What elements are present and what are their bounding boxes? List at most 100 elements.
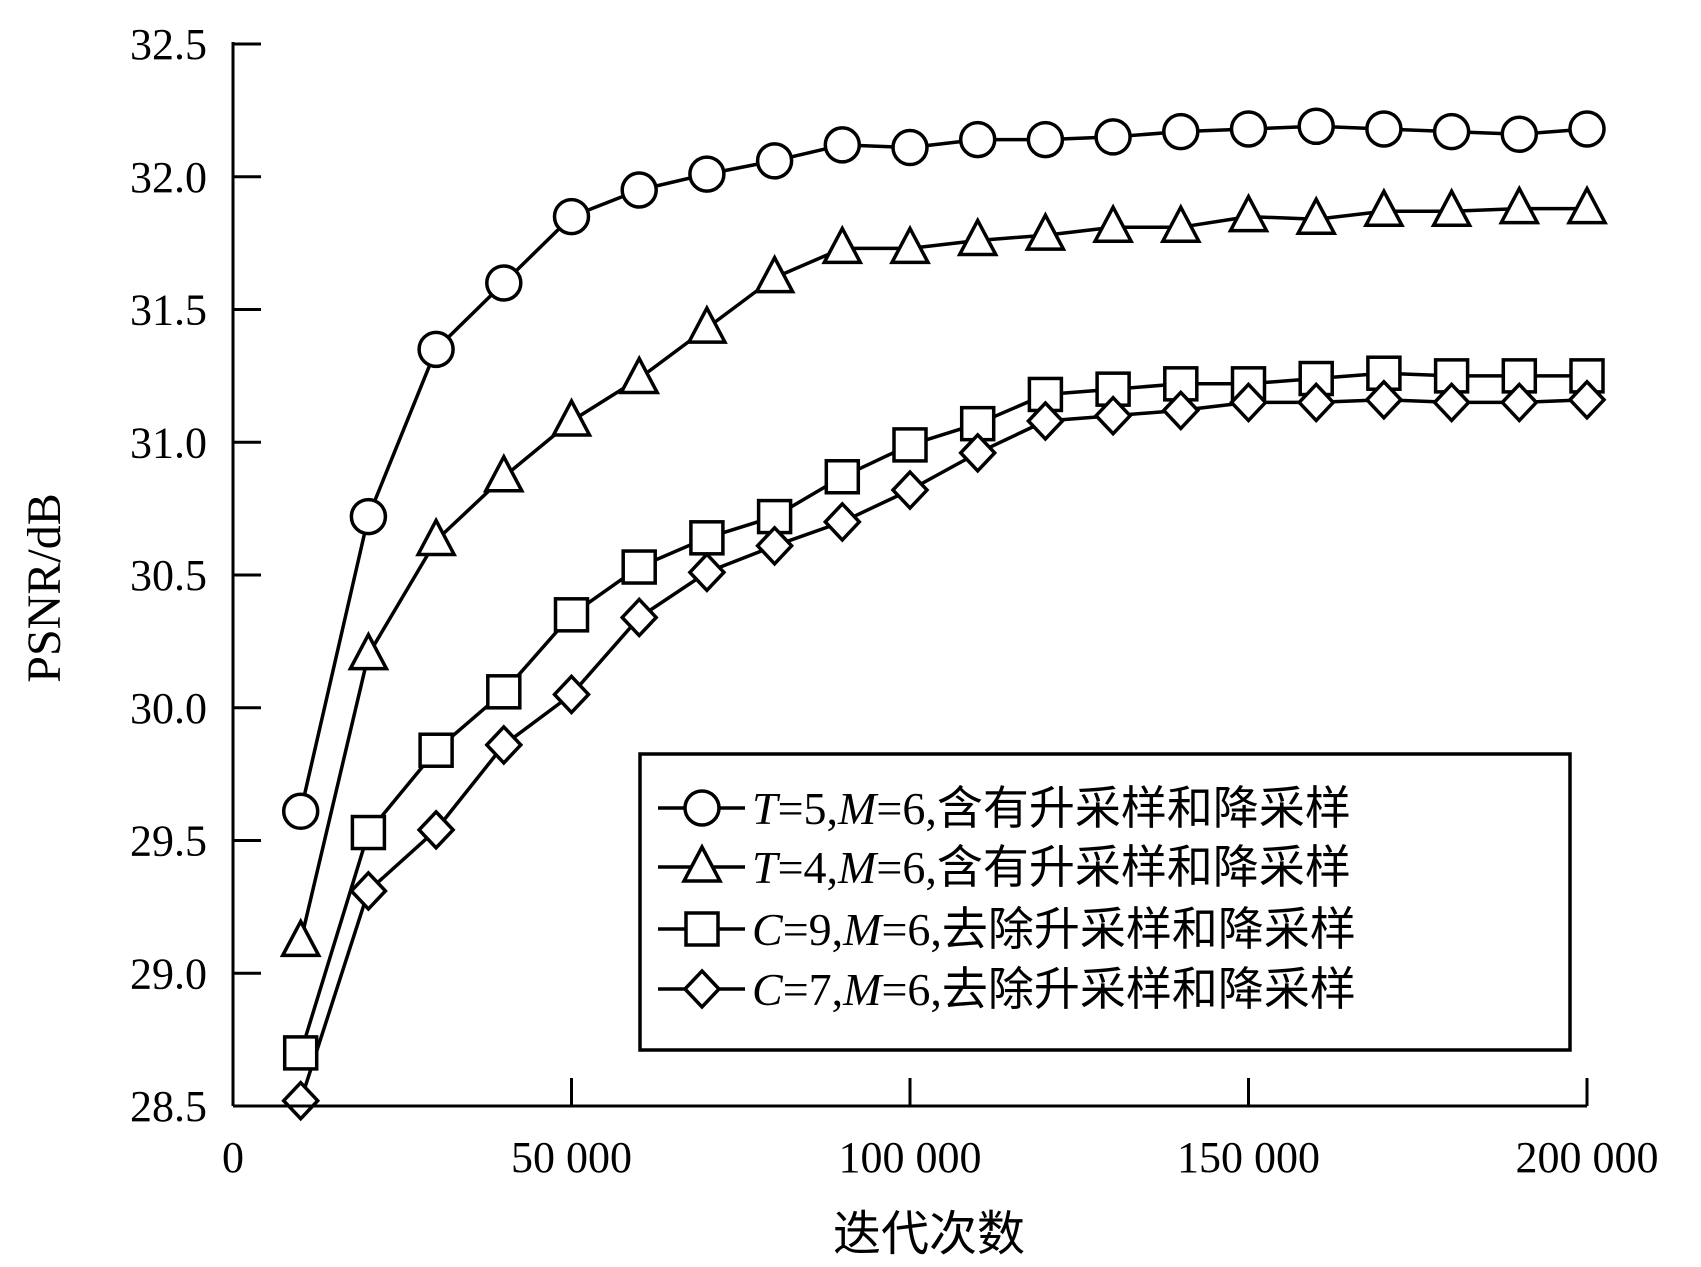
y-tick-label: 28.5 — [130, 1082, 207, 1131]
data-point-diamond — [755, 525, 795, 567]
data-point-diamond — [1499, 381, 1539, 423]
axes: 28.5 29.0 29.5 30.0 30.5 31.0 31.5 32.0 32.5 0 50 … — [130, 20, 1659, 1182]
y-tick-label: 31.0 — [130, 418, 207, 467]
data-point-diamond — [281, 1080, 321, 1122]
series-markers — [279, 107, 1608, 1122]
data-point-square — [282, 1035, 319, 1071]
data-point-circle — [1297, 107, 1335, 146]
data-point-triangle — [821, 224, 864, 265]
data-point-circle — [281, 792, 320, 831]
data-point-triangle — [1362, 187, 1405, 228]
data-point-triangle — [1430, 187, 1473, 228]
data-point-circle — [1568, 110, 1606, 148]
data-point-circle — [891, 128, 929, 167]
legend-label: C=7,M=6,去除升采样和降采样 — [752, 964, 1356, 1015]
y-tick-label: 29.0 — [130, 949, 207, 998]
data-point-triangle — [1092, 203, 1135, 243]
data-point-diamond — [1296, 381, 1336, 423]
data-point-diamond — [1161, 389, 1201, 431]
y-tick-label: 29.5 — [130, 817, 207, 866]
data-point-circle — [823, 126, 862, 164]
data-point-triangle — [482, 453, 525, 493]
data-point-diamond — [552, 673, 591, 716]
y-tick-label: 31.5 — [130, 286, 207, 335]
x-axis-title: 迭代次数 — [833, 1208, 1025, 1261]
legend-marker-diamond — [682, 968, 722, 1010]
data-point-circle — [1162, 112, 1200, 151]
data-point-square — [418, 732, 454, 768]
legend-box — [638, 752, 1572, 1052]
data-point-diamond — [958, 432, 998, 474]
data-point-triangle — [685, 304, 728, 344]
x-tick-label: 50 000 — [511, 1133, 632, 1182]
data-point-circle — [688, 155, 726, 193]
data-point-circle — [1365, 110, 1403, 148]
data-point-circle — [755, 142, 794, 180]
data-point-diamond — [1432, 381, 1472, 423]
data-point-triangle — [550, 397, 593, 437]
data-point-square — [553, 597, 590, 633]
y-tick-label: 32.5 — [130, 20, 207, 69]
data-point-triangle — [753, 253, 796, 294]
data-point-diamond — [619, 596, 659, 639]
data-point-circle — [958, 120, 997, 159]
data-point-triangle — [347, 630, 390, 671]
legend-label: T=5,M=6,含有升采样和降采样 — [752, 783, 1351, 834]
data-point-square — [621, 549, 657, 585]
data-point-diamond — [1567, 379, 1607, 421]
y-tick-label: 30.0 — [130, 684, 207, 733]
data-point-diamond — [348, 870, 388, 912]
data-point-square — [689, 520, 725, 556]
data-point-triangle — [618, 354, 661, 395]
data-point-diamond — [822, 501, 862, 543]
x-tick-label: 100 000 — [839, 1133, 982, 1182]
data-point-triangle — [1227, 192, 1270, 233]
legend-item: T=4,M=6,含有升采样和降采样 — [658, 842, 1351, 893]
data-point-triangle — [1159, 203, 1202, 243]
data-point-triangle — [956, 216, 999, 257]
data-point-circle — [1432, 112, 1471, 151]
data-point-square — [486, 674, 522, 710]
legend-label: T=4,M=6,含有升采样和降采样 — [752, 842, 1351, 893]
x-tick-label: 0 — [222, 1133, 244, 1182]
data-point-triangle — [279, 917, 322, 958]
data-point-triangle — [1498, 184, 1541, 225]
legend-item: C=9,M=6,去除升采样和降采样 — [658, 904, 1356, 955]
data-point-circle — [1026, 120, 1065, 159]
data-point-diamond — [890, 469, 930, 511]
legend-item: T=5,M=6,含有升采样和降采样 — [658, 783, 1351, 834]
data-point-circle — [417, 330, 455, 369]
data-point-square — [892, 427, 928, 463]
y-tick-label: 32.0 — [130, 153, 207, 202]
data-point-triangle — [889, 224, 931, 265]
data-point-circle — [1094, 118, 1132, 156]
data-point-circle — [620, 171, 658, 209]
legend: T=5,M=6,含有升采样和降采样 T=4,M=6,含有升采样和降采样 C=9,M=… — [638, 752, 1572, 1052]
data-point-triangle — [415, 516, 458, 557]
legend-marker-triangle — [681, 843, 723, 883]
legend-label: C=9,M=6,去除升采样和降采样 — [752, 904, 1356, 955]
y-axis-title: PSNR/dB — [18, 493, 71, 682]
legend-item: C=7,M=6,去除升采样和降采样 — [658, 964, 1356, 1015]
legend-marker-circle — [683, 789, 721, 827]
legend-marker-square — [684, 911, 720, 947]
x-tick-label: 200 000 — [1516, 1133, 1659, 1182]
data-point-circle — [552, 197, 591, 236]
data-point-diamond — [687, 551, 727, 593]
data-point-circle — [485, 264, 523, 302]
data-point-diamond — [1229, 381, 1268, 423]
data-point-circle — [1229, 110, 1268, 148]
data-point-triangle — [1295, 195, 1338, 235]
data-point-circle — [349, 497, 388, 536]
data-point-diamond — [1093, 395, 1133, 437]
data-point-circle — [1500, 115, 1539, 154]
data-point-diamond — [1025, 400, 1065, 442]
data-point-square — [350, 814, 387, 851]
data-point-diamond — [416, 809, 456, 851]
data-point-diamond — [484, 724, 524, 766]
data-point-triangle — [1024, 211, 1067, 251]
data-point-triangle — [1566, 184, 1608, 225]
y-tick-label: 30.5 — [130, 551, 207, 600]
data-point-square — [824, 459, 861, 495]
